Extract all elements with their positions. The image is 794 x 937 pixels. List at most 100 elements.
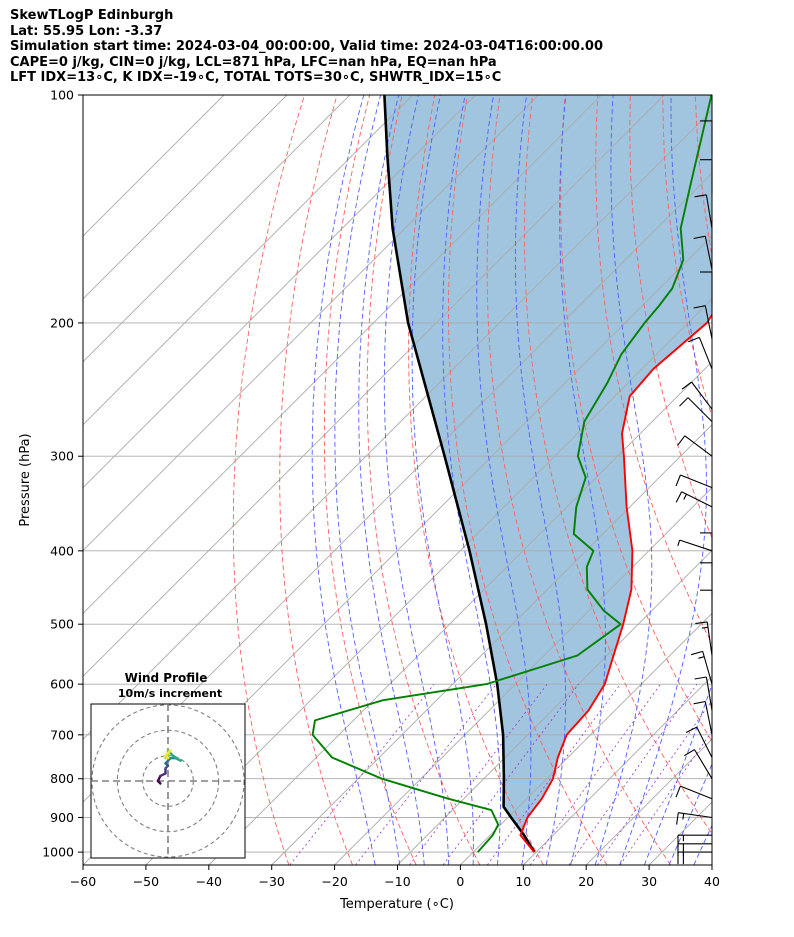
wind-barb [694,676,713,711]
hodograph-content [91,704,245,858]
wind-barb-flag [695,621,708,625]
wind-barb-flag [687,336,700,343]
mixing-ratio-line [619,730,712,865]
dry-adiabat [408,95,544,865]
wind-barb [693,700,713,735]
dry-adiabat [486,95,671,865]
axis-ticks: −60 −50 −40 −30 −20 −10 0 10 20 30 40 1000 900 800 700… [42,88,720,890]
x-tick-label: 10 [515,874,531,889]
y-tick-label: 200 [50,315,74,330]
wind-barb-flag [675,491,683,503]
hodograph-title: Wind Profile [125,671,208,685]
x-tick-label: −10 [384,874,410,889]
isotherm-line [83,95,225,237]
wind-barb-staff [691,381,713,410]
y-tick-label: 1000 [42,845,74,860]
isotherm-line [711,864,712,865]
mixing-ratio-line [409,683,548,865]
mixing-ratio-line [568,683,698,865]
profile-lines [311,95,712,853]
wind-barb-staff [679,539,713,552]
moist-adiabat [476,95,532,865]
dewpoint-line [311,95,712,853]
temperature-line [519,313,712,853]
wind-barb [700,532,713,567]
dry-adiabat [629,95,712,539]
header-location: Lat: 55.95 Lon: -3.37 [10,23,163,39]
isotherm-line [83,95,351,363]
wind-barb [675,474,713,489]
x-tick-label: 30 [641,874,657,889]
wind-barb [700,159,713,194]
wind-barb-flag [675,474,681,487]
moist-adiabat [383,95,450,865]
moist-adiabat [594,95,653,865]
wind-barb [677,834,712,848]
dry-adiabat [323,95,417,865]
parcel-line [383,95,536,853]
wind-barb-flag [694,194,707,198]
dry-adiabat [232,95,305,865]
dry-adiabat [366,95,481,865]
grid-lines [83,95,794,865]
moist-adiabat [311,95,376,865]
isotherm-line [145,298,712,865]
wind-barb-staff [704,236,713,270]
header-indices-2: LFT IDX=13∘C, K IDX=-19∘C, TOTAL TOTS=30… [10,70,502,86]
wind-barb [679,397,713,422]
x-tick-label: −60 [70,874,96,889]
wind-barb-staff [694,749,713,779]
mixing-ratio-line [529,683,661,865]
hodograph-subtitle: 10m/s increment [118,687,222,700]
y-tick-label: 300 [50,449,74,464]
wind-barb-flag [698,656,705,659]
wind-barb-staff [705,194,713,229]
mixing-ratio-line [289,683,435,865]
dry-adiabat [761,95,794,865]
wind-barb-staff [698,337,713,370]
hodograph-inset: Wind Profile 10m/s increment [90,671,246,859]
isotherm-line [271,424,712,865]
chart-header: SkewTLogP Edinburgh Lat: 55.95 Lon: -3.3… [10,8,603,86]
wind-barb-flag [682,813,685,820]
wind-barb-flag [676,812,679,825]
x-tick-label: −50 [133,874,159,889]
wind-barb-staff [678,812,713,819]
y-tick-label: 700 [50,727,74,742]
isotherm-line [83,109,712,740]
wind-barb [693,305,713,340]
wind-barb-staff [687,397,713,422]
wind-barb-staff [702,651,713,685]
x-tick-label: −30 [259,874,285,889]
isotherm-line [83,95,476,489]
isotherm-line [208,361,712,865]
x-tick-label: 20 [578,874,594,889]
x-tick-label: 40 [704,874,720,889]
wind-barb [700,271,713,306]
header-times: Simulation start time: 2024-03-04_00:00:… [10,39,603,55]
wind-barb [677,539,713,552]
wind-barb [675,785,713,800]
wind-barb-staff [705,676,713,711]
header-station: SkewTLogP Edinburgh [10,8,174,23]
dry-adiabat [448,95,608,865]
cin-area [384,95,712,853]
moist-adiabat [514,95,567,865]
wind-barb-staff [696,726,713,758]
wind-barb [676,812,713,825]
cape-cin-fill [384,95,712,853]
wind-barb [700,120,713,155]
isotherm-line [334,486,712,865]
isotherm-line [83,95,288,300]
dry-adiabat [595,95,712,645]
wind-barb-staff [684,435,713,457]
moist-adiabat [442,95,501,865]
wind-barb-flag [683,493,687,500]
x-tick-label: 0 [456,874,464,889]
x-axis-label: Temperature (∘C) [339,897,454,912]
mixing-ratio-line [597,699,712,865]
header-indices-1: CAPE=0 j/kg, CIN=0 j/kg, LCL=871 hPa, LF… [10,54,497,70]
wind-barb-staff [680,785,713,800]
wind-barb [700,562,713,597]
